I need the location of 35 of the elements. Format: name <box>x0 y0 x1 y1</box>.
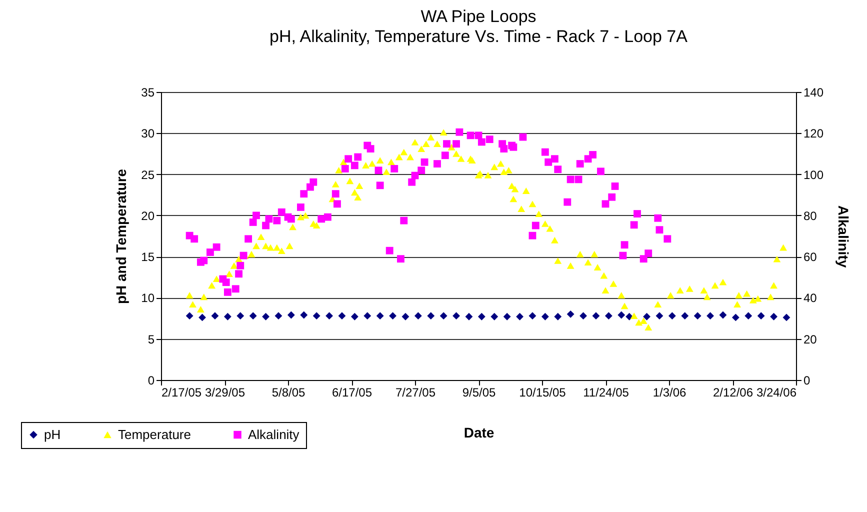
y-tick-label: 15 <box>141 250 155 264</box>
x-tick-label: 2/12/06 <box>712 386 754 400</box>
y2-axis-title: Alkalinity <box>836 205 852 268</box>
x-axis-title: Date <box>464 424 494 440</box>
y2-tick-label: 0 <box>804 374 810 388</box>
legend-label: Alkalinity <box>248 426 300 442</box>
y2-tick-label: 140 <box>804 86 824 100</box>
x-tick-label: 3/24/06 <box>756 386 797 400</box>
y2-tick-label: 40 <box>804 291 818 306</box>
y2-tick-label: 20 <box>804 332 818 346</box>
y-tick-label: 0 <box>148 374 155 388</box>
chart-subtitle: pH, Alkalinity, Temperature Vs. Time - Rack 7 - Loop 7A <box>270 27 688 46</box>
legend-label: pH <box>44 426 61 442</box>
y-axis-title: pH and Temperature <box>113 168 130 304</box>
x-tick-label: 1/3/06 <box>652 386 686 400</box>
y2-tick-label: 120 <box>804 126 824 141</box>
y-tick-label: 25 <box>141 168 155 182</box>
y-tick-label: 20 <box>141 208 155 223</box>
y2-tick-label: 100 <box>804 168 824 182</box>
y2-tick-label: 60 <box>804 250 818 264</box>
x-tick-label: 3/29/05 <box>204 386 246 400</box>
x-tick-label: 10/15/05 <box>519 386 566 400</box>
x-tick-label: 9/5/05 <box>462 386 496 400</box>
y-tick-label: 10 <box>141 291 155 306</box>
x-tick-label: 7/27/05 <box>395 386 436 400</box>
y-tick-label: 5 <box>148 332 155 346</box>
y-tick-label: 35 <box>141 86 155 100</box>
x-tick-label: 6/17/05 <box>332 386 372 400</box>
x-tick-label: 5/8/05 <box>272 386 306 400</box>
x-tick-label: 11/24/05 <box>583 386 630 400</box>
y-tick-label: 30 <box>141 126 155 141</box>
legend-label: Temperature <box>118 426 191 442</box>
x-tick-label: 2/17/05 <box>162 386 202 400</box>
chart-title: WA Pipe Loops <box>420 7 536 26</box>
y2-tick-label: 80 <box>804 208 818 223</box>
